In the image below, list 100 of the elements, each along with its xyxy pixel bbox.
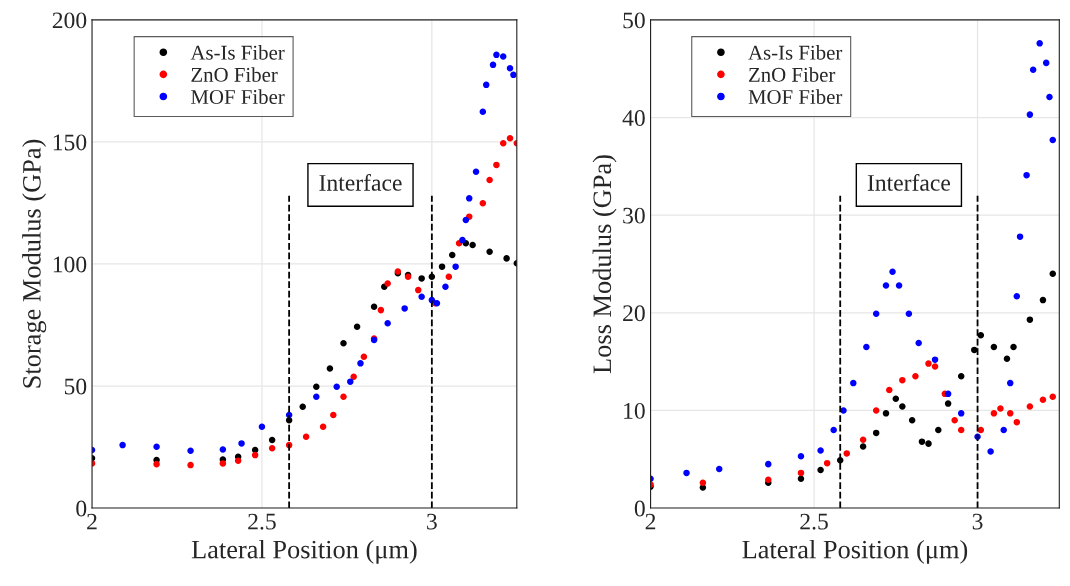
point bbox=[418, 293, 425, 300]
point bbox=[1039, 396, 1047, 403]
point bbox=[357, 360, 364, 367]
point bbox=[931, 356, 939, 363]
point bbox=[699, 479, 707, 486]
x-axis-title: Lateral Position (μm) bbox=[742, 539, 968, 564]
point bbox=[401, 305, 408, 312]
point bbox=[187, 447, 194, 454]
point bbox=[797, 453, 805, 460]
point bbox=[863, 343, 870, 351]
annotation: Interface bbox=[867, 174, 950, 191]
point bbox=[899, 376, 906, 384]
point bbox=[219, 446, 227, 453]
legend-label: ZnO Fiber bbox=[749, 67, 836, 82]
point bbox=[326, 365, 334, 372]
point bbox=[418, 275, 425, 282]
point bbox=[843, 450, 851, 457]
point bbox=[957, 426, 965, 434]
point bbox=[872, 429, 880, 437]
point bbox=[872, 310, 880, 318]
point bbox=[499, 139, 507, 147]
point bbox=[912, 373, 919, 380]
point bbox=[486, 176, 493, 184]
point bbox=[506, 135, 514, 142]
point bbox=[472, 168, 480, 175]
point bbox=[442, 283, 449, 290]
point bbox=[479, 199, 487, 207]
y-tick-label: 20 bbox=[623, 305, 645, 322]
point bbox=[1006, 410, 1014, 417]
y-tick-label: 0 bbox=[634, 500, 645, 517]
point bbox=[899, 403, 906, 410]
point bbox=[882, 282, 890, 289]
point bbox=[415, 286, 422, 294]
point bbox=[1006, 379, 1014, 387]
legend-label: MOF Fiber bbox=[191, 89, 285, 104]
legend-label: ZnO Fiber bbox=[191, 67, 278, 82]
point bbox=[333, 383, 340, 391]
point bbox=[1046, 93, 1053, 101]
point bbox=[892, 395, 900, 402]
point bbox=[997, 405, 1004, 412]
point bbox=[957, 373, 965, 380]
y-tick-label: 30 bbox=[623, 207, 645, 224]
point bbox=[987, 448, 994, 455]
y-tick-label: 150 bbox=[53, 134, 87, 151]
y-tick-label: 100 bbox=[53, 256, 87, 273]
annotation: Interface bbox=[319, 174, 402, 191]
point bbox=[353, 323, 361, 330]
y-tick-label: 50 bbox=[64, 378, 87, 395]
point bbox=[499, 53, 507, 60]
point bbox=[715, 465, 723, 473]
x-tick-label: 3 bbox=[972, 513, 983, 530]
point bbox=[957, 410, 965, 417]
point bbox=[1013, 292, 1021, 300]
legend-label: MOF Fiber bbox=[748, 89, 843, 104]
x-tick-label: 2.5 bbox=[248, 513, 276, 530]
point bbox=[1042, 59, 1050, 67]
point bbox=[830, 426, 837, 434]
point bbox=[895, 282, 903, 289]
y-axis-title: Storage Modulus (GPa) bbox=[22, 139, 47, 388]
point bbox=[219, 460, 227, 467]
point bbox=[1049, 270, 1057, 278]
point bbox=[438, 263, 446, 270]
y-tick-label: 40 bbox=[622, 110, 645, 126]
point bbox=[817, 466, 824, 474]
x-tick-label: 3 bbox=[427, 513, 437, 530]
point bbox=[340, 393, 347, 401]
point bbox=[445, 273, 453, 280]
point bbox=[506, 64, 514, 72]
point bbox=[935, 426, 942, 434]
point bbox=[683, 469, 690, 477]
point bbox=[977, 426, 985, 434]
point bbox=[452, 263, 459, 270]
point bbox=[817, 447, 824, 454]
legend-label: As-Is Fiber bbox=[748, 45, 843, 60]
point bbox=[486, 248, 493, 256]
point bbox=[465, 195, 473, 202]
y-axis-title: Loss Modulus (GPa) bbox=[592, 155, 617, 374]
point bbox=[251, 451, 259, 459]
point bbox=[1016, 233, 1024, 240]
point bbox=[925, 360, 932, 367]
point bbox=[238, 440, 245, 447]
point bbox=[510, 71, 517, 79]
point bbox=[1023, 171, 1030, 179]
point bbox=[872, 407, 880, 414]
point bbox=[187, 461, 194, 469]
point bbox=[384, 320, 391, 327]
point bbox=[840, 407, 847, 414]
point bbox=[330, 411, 337, 419]
y-tick-label: 50 bbox=[623, 12, 645, 29]
point bbox=[1003, 355, 1011, 362]
point bbox=[905, 310, 913, 318]
point bbox=[977, 332, 985, 339]
point bbox=[234, 457, 242, 464]
point bbox=[462, 216, 470, 224]
point bbox=[1000, 426, 1007, 434]
point bbox=[469, 241, 476, 249]
y-tick-label: 10 bbox=[624, 402, 645, 419]
x-tick-label: 2.5 bbox=[800, 513, 828, 530]
y-tick-label: 200 bbox=[52, 12, 87, 29]
point bbox=[319, 423, 327, 431]
